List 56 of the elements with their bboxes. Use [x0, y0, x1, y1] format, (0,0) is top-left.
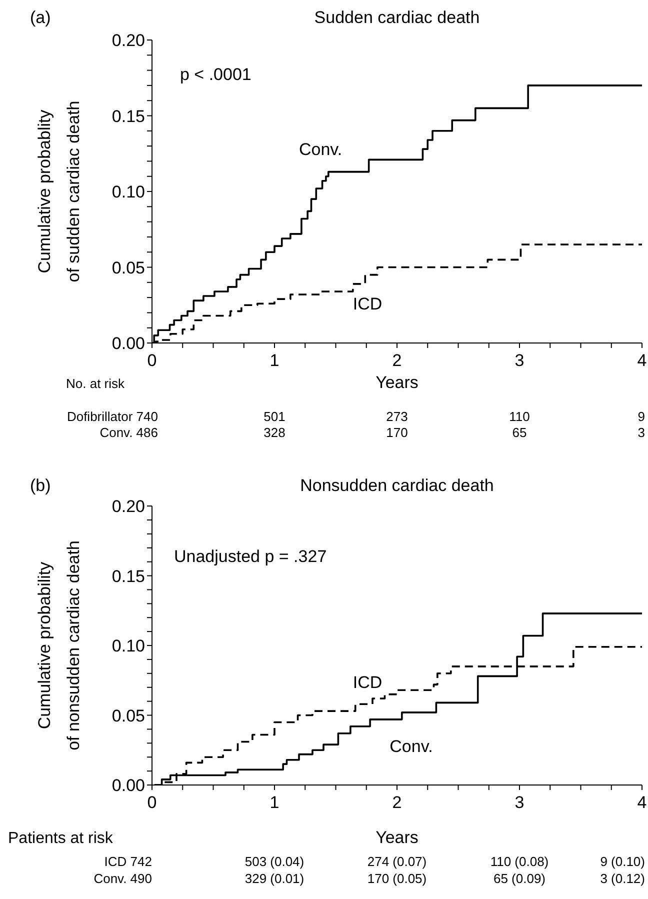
- x-tick-label: 2: [392, 351, 402, 370]
- x-axis-title: Years: [376, 373, 418, 392]
- text: 110 (0.08): [490, 854, 549, 869]
- text: 9 (0.10): [600, 854, 645, 869]
- x-tick-label: 3: [514, 793, 524, 812]
- y-tick-label: 0.05: [112, 258, 145, 278]
- text: No. at risk: [66, 376, 126, 391]
- y-tick-label: 0.15: [112, 566, 145, 586]
- text: Dofibrillator 740: [66, 409, 158, 424]
- text: 274 (0.07): [367, 854, 427, 869]
- text: (b): [30, 476, 51, 495]
- series-label: ICD: [352, 672, 382, 692]
- text: 329 (0.01): [244, 871, 304, 886]
- text: 65: [512, 425, 527, 440]
- y-tick-label: 0.00: [112, 334, 145, 354]
- x-tick-label: 4: [637, 793, 647, 812]
- text: Patients at risk: [8, 830, 114, 847]
- x-tick-label: 0: [147, 793, 157, 812]
- series-label: Conv.: [390, 736, 433, 756]
- text: 170 (0.05): [367, 871, 427, 886]
- y-tick-label: 0.10: [112, 636, 145, 656]
- y-tick-label: 0.20: [112, 31, 145, 50]
- annotation: Unadjusted p = .327: [174, 547, 327, 566]
- x-tick-label: 3: [514, 351, 524, 370]
- annotation: p < .0001: [180, 65, 252, 84]
- x-tick-label: 2: [392, 793, 402, 812]
- text: 170: [386, 425, 408, 440]
- text: 328: [264, 425, 286, 440]
- y-tick-label: 0.15: [112, 106, 145, 126]
- x-tick-label: 0: [147, 351, 157, 370]
- series-label: ICD: [352, 294, 382, 314]
- y-axis-title: Cumulative probablity of sudden cardiac death: [35, 100, 83, 282]
- x-axis-title: Years: [376, 828, 418, 847]
- y-tick-label: 0.10: [112, 182, 145, 202]
- chart-title: Nonsudden cardiac death: [300, 476, 494, 495]
- text: 110: [509, 409, 530, 424]
- x-tick-label: 4: [637, 351, 647, 370]
- x-tick-label: 1: [270, 793, 280, 812]
- y-tick-label: 0.05: [112, 706, 145, 726]
- text: 3 (0.12): [600, 871, 645, 886]
- text: Conv. 486: [100, 425, 158, 440]
- y-tick-label: 0.20: [112, 497, 145, 516]
- chart-title: Sudden cardiac death: [314, 8, 480, 27]
- text: 65 (0.09): [493, 871, 546, 886]
- text: 3: [638, 425, 645, 440]
- text: (a): [30, 8, 51, 27]
- y-axis-title: Cumulative probability of nonsudden cardiac death: [35, 540, 83, 750]
- text: 9: [638, 409, 645, 424]
- text: 501: [264, 409, 286, 424]
- text: Conv. 490: [94, 871, 152, 886]
- text: ICD 742: [104, 854, 152, 869]
- series-label: Conv.: [299, 140, 342, 160]
- text: 273: [386, 409, 408, 424]
- x-tick-label: 1: [270, 351, 280, 370]
- text: 503 (0.04): [244, 854, 304, 869]
- y-tick-label: 0.00: [112, 776, 145, 796]
